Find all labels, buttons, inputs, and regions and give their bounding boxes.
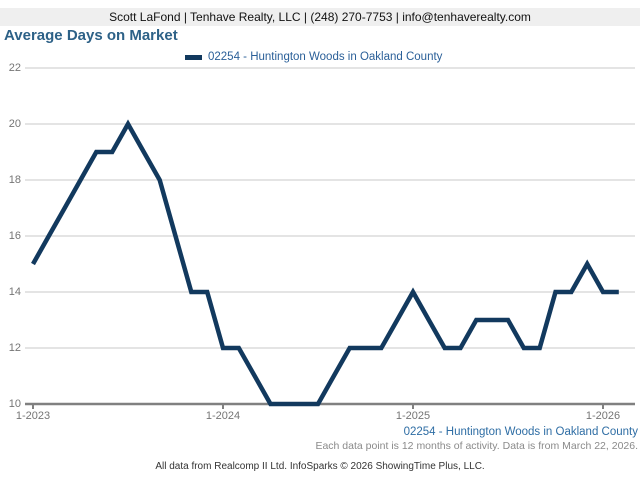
y-tick-label: 10 bbox=[8, 398, 21, 410]
x-tick-label: 1-2024 bbox=[205, 410, 241, 422]
x-tick-label: 1-2026 bbox=[585, 410, 621, 422]
y-tick-label: 22 bbox=[8, 62, 21, 74]
y-tick-label: 16 bbox=[8, 230, 21, 242]
x-tick-label: 1-2023 bbox=[15, 410, 51, 422]
x-tick-label: 1-2025 bbox=[395, 410, 431, 422]
y-tick-label: 20 bbox=[8, 118, 21, 130]
y-tick-label: 12 bbox=[8, 342, 21, 354]
footnote-data-note: Each data point is 12 months of activity… bbox=[315, 440, 638, 452]
y-tick-label: 14 bbox=[8, 286, 21, 298]
header-contact-bar: Scott LaFond | Tenhave Realty, LLC | (24… bbox=[0, 8, 640, 26]
page-title: Average Days on Market bbox=[4, 27, 178, 44]
footnote-series-name: 02254 - Huntington Woods in Oakland Coun… bbox=[403, 426, 638, 438]
chart-legend: 02254 - Huntington Woods in Oakland Coun… bbox=[185, 50, 605, 64]
legend-line-swatch bbox=[185, 54, 202, 60]
y-tick-label: 18 bbox=[8, 174, 21, 186]
header-contact-text: Scott LaFond | Tenhave Realty, LLC | (24… bbox=[109, 10, 531, 24]
series-line bbox=[31, 119, 619, 407]
footnote-attribution: All data from Realcomp II Ltd. InfoSpark… bbox=[155, 461, 485, 472]
legend-series-label: 02254 - Huntington Woods in Oakland Coun… bbox=[208, 51, 443, 63]
